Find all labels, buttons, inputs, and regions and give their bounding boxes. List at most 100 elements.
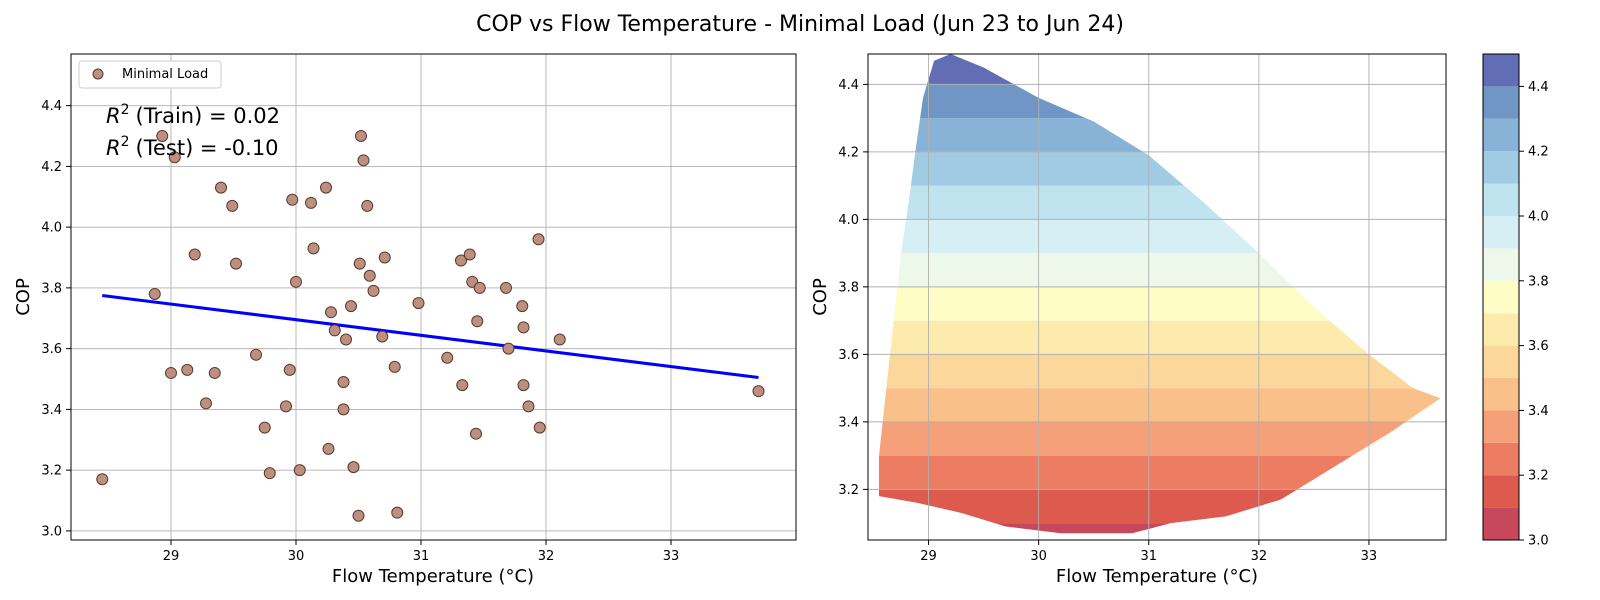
data-point bbox=[376, 330, 389, 343]
data-point bbox=[456, 379, 469, 392]
data-point bbox=[230, 257, 242, 270]
data-point bbox=[280, 400, 292, 413]
data-point bbox=[340, 333, 352, 346]
scatter-chart: 29 30 31 32 33 3.0 3.2 3.4 3.6 3.8 4.0 4.2 4.4 Flow… bbox=[13, 53, 797, 587]
data-point bbox=[156, 130, 169, 143]
data-point bbox=[463, 248, 476, 261]
data-point bbox=[352, 509, 365, 522]
data-point bbox=[522, 400, 535, 413]
data-point bbox=[215, 181, 227, 194]
contour-frame bbox=[867, 53, 1447, 541]
data-point bbox=[165, 366, 177, 379]
colorbar-band bbox=[1483, 410, 1519, 443]
data-point bbox=[322, 442, 335, 455]
colorbar-band bbox=[1483, 378, 1519, 411]
data-point bbox=[283, 363, 296, 376]
data-point bbox=[455, 254, 467, 267]
y-tick-label: 3.8 bbox=[41, 281, 62, 296]
data-point bbox=[286, 193, 299, 206]
data-point bbox=[181, 363, 194, 376]
data-point bbox=[188, 248, 201, 261]
data-point bbox=[293, 464, 306, 477]
colorbar-band bbox=[1483, 54, 1519, 87]
data-point bbox=[441, 351, 454, 364]
data-point bbox=[367, 284, 380, 297]
data-point bbox=[200, 397, 212, 410]
scatter-y-axis-label: COP bbox=[13, 278, 34, 316]
colorbar-band bbox=[1483, 507, 1519, 540]
scatter-x-axis-label: Flow Temperature (°C) bbox=[332, 566, 534, 587]
data-point bbox=[148, 287, 161, 300]
figure-title: COP vs Flow Temperature - Minimal Load (… bbox=[476, 12, 1124, 37]
data-point bbox=[361, 199, 374, 212]
data-point bbox=[388, 360, 401, 373]
colorbar-band bbox=[1483, 86, 1519, 119]
data-point bbox=[345, 300, 357, 313]
y-tick-label: 4.4 bbox=[838, 78, 859, 93]
data-point bbox=[391, 506, 404, 519]
data-point bbox=[752, 385, 765, 398]
contour-band bbox=[879, 388, 1441, 422]
colorbar-tick-label: 4.4 bbox=[1528, 80, 1549, 95]
colorbar-frame bbox=[1482, 53, 1520, 541]
x-tick-label: 29 bbox=[163, 549, 180, 564]
colorbar-tick-label: 3.6 bbox=[1528, 339, 1549, 354]
y-tick-label: 3.4 bbox=[41, 403, 62, 418]
data-point bbox=[412, 297, 425, 310]
y-tick-label: 4.2 bbox=[838, 145, 859, 160]
contour-band bbox=[879, 354, 1441, 389]
x-tick-label: 33 bbox=[663, 549, 680, 564]
scatter-x-ticks: 29 30 31 32 33 bbox=[163, 540, 680, 564]
x-tick-label: 31 bbox=[413, 549, 430, 564]
regression-line bbox=[102, 293, 759, 379]
data-point bbox=[325, 306, 337, 319]
data-point bbox=[500, 281, 512, 294]
colorbar-band bbox=[1483, 345, 1519, 378]
colorbar-tick-label: 3.4 bbox=[1528, 404, 1549, 419]
y-tick-label: 4.0 bbox=[838, 213, 859, 228]
x-tick-label: 29 bbox=[920, 549, 937, 564]
data-point bbox=[378, 251, 391, 264]
colorbar: 3.0 3.2 3.4 3.6 3.8 4.0 4.2 4.4 bbox=[1482, 53, 1549, 549]
y-tick-label: 3.2 bbox=[41, 464, 62, 479]
data-point bbox=[517, 321, 530, 334]
data-point bbox=[337, 403, 350, 416]
x-tick-label: 30 bbox=[288, 549, 305, 564]
legend-marker bbox=[92, 68, 104, 80]
contour-grid bbox=[868, 54, 1446, 540]
x-tick-label: 32 bbox=[538, 549, 555, 564]
contour-y-axis-label: COP bbox=[810, 278, 831, 316]
r2-symbol: R bbox=[106, 136, 121, 160]
y-tick-label: 3.8 bbox=[838, 280, 859, 295]
r2-train-text: (Train) = 0.02 bbox=[136, 104, 280, 128]
x-tick-label: 30 bbox=[1030, 549, 1047, 564]
data-point bbox=[250, 348, 262, 361]
data-point bbox=[471, 315, 484, 328]
y-tick-label: 3.6 bbox=[838, 348, 859, 363]
data-point bbox=[502, 342, 515, 355]
data-point bbox=[208, 366, 221, 379]
x-tick-label: 32 bbox=[1251, 549, 1268, 564]
scatter-plot-area bbox=[71, 54, 796, 540]
data-point bbox=[168, 151, 181, 164]
colorbar-ticks: 3.0 3.2 3.4 3.6 3.8 4.0 4.2 4.4 bbox=[1519, 80, 1549, 549]
r2-test-annotation: R2 (Test) = -0.10 bbox=[106, 134, 279, 160]
data-point bbox=[337, 376, 350, 389]
contour-x-ticks: 29 30 31 32 33 bbox=[920, 540, 1377, 564]
regression-line-group bbox=[102, 293, 759, 379]
y-tick-label: 4.2 bbox=[41, 160, 62, 175]
r2-superscript: 2 bbox=[121, 102, 130, 118]
data-point bbox=[258, 421, 271, 434]
colorbar-tick-label: 4.2 bbox=[1528, 145, 1549, 160]
colorbar-tick-label: 3.8 bbox=[1528, 274, 1549, 289]
scatter-grid bbox=[71, 54, 796, 540]
y-tick-label: 3.4 bbox=[838, 415, 859, 430]
data-point bbox=[328, 324, 341, 337]
data-point bbox=[263, 467, 276, 480]
data-point bbox=[226, 199, 239, 212]
data-point bbox=[517, 379, 530, 392]
data-point bbox=[516, 300, 529, 313]
scatter-y-ticks: 3.0 3.2 3.4 3.6 3.8 4.0 4.2 4.4 bbox=[41, 99, 71, 539]
data-point bbox=[307, 242, 320, 255]
colorbar-band bbox=[1483, 118, 1519, 152]
